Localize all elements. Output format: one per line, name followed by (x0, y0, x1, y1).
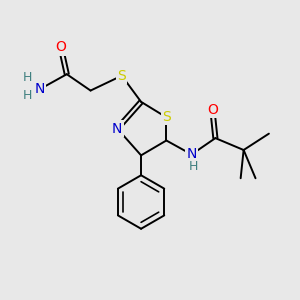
Text: H: H (23, 71, 32, 84)
Text: N: N (35, 82, 45, 96)
Text: S: S (162, 110, 171, 124)
Text: N: N (112, 122, 122, 136)
Text: O: O (207, 103, 218, 117)
Text: S: S (117, 69, 126, 83)
Text: N: N (186, 148, 197, 161)
Text: O: O (56, 40, 66, 55)
Text: H: H (188, 160, 198, 173)
Text: H: H (23, 89, 32, 102)
